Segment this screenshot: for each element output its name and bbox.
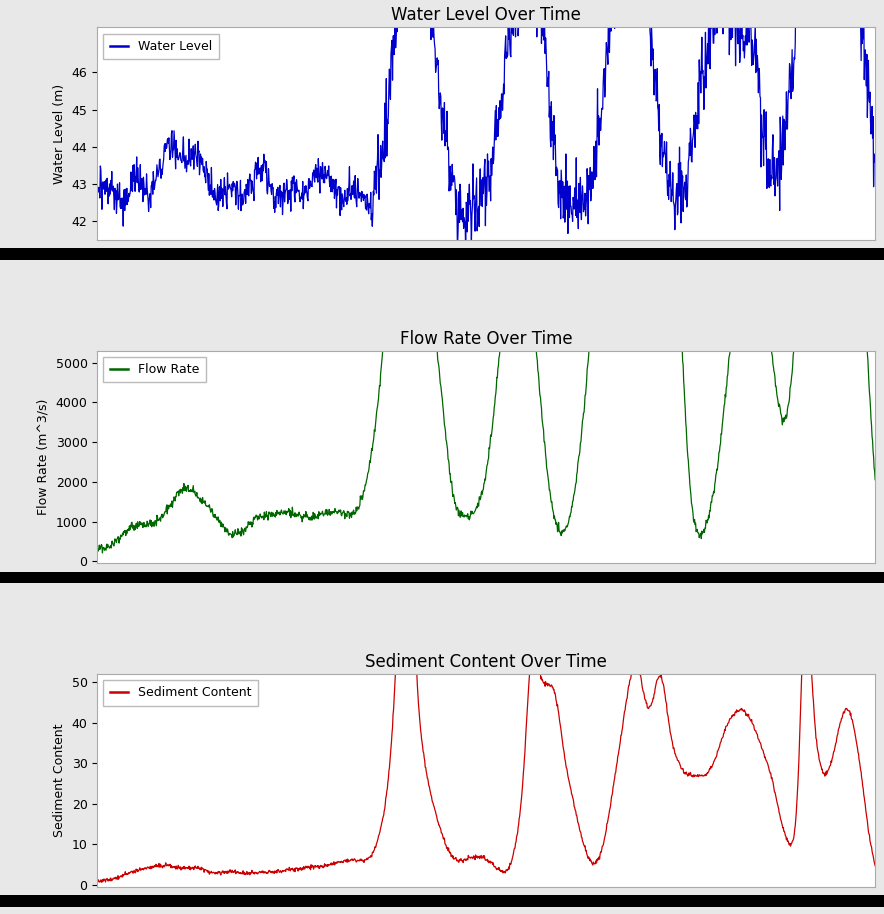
Legend: Sediment Content: Sediment Content	[103, 680, 258, 706]
Title: Sediment Content Over Time: Sediment Content Over Time	[365, 653, 607, 671]
Y-axis label: Water Level (m): Water Level (m)	[53, 84, 66, 184]
Y-axis label: Sediment Content: Sediment Content	[53, 724, 66, 837]
Y-axis label: Flow Rate (m^3/s): Flow Rate (m^3/s)	[37, 399, 50, 515]
Title: Water Level Over Time: Water Level Over Time	[392, 6, 581, 25]
Title: Flow Rate Over Time: Flow Rate Over Time	[400, 330, 573, 347]
Legend: Water Level: Water Level	[103, 34, 219, 59]
Legend: Flow Rate: Flow Rate	[103, 357, 206, 382]
